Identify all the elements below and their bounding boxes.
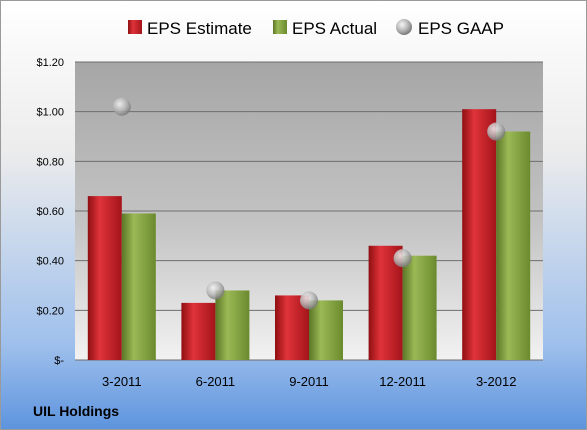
actual-bar <box>402 255 437 360</box>
y-tick-label: $0.40 <box>36 256 64 268</box>
gaap-marker <box>393 249 412 268</box>
legend-gaap-swatch <box>396 19 412 35</box>
actual-bar <box>496 131 531 360</box>
legend: EPS Estimate EPS Actual EPS GAAP <box>128 19 504 38</box>
y-axis-ticks: $- $0.20 $0.40 $0.60 $0.80 $1.00 $1.20 <box>36 57 64 367</box>
legend-actual-swatch <box>273 20 287 34</box>
x-axis-labels: 3-2011 6-2011 9-2011 12-2011 3-2012 <box>102 374 516 389</box>
company-name: UIL Holdings <box>33 403 119 419</box>
estimate-bar <box>462 109 497 360</box>
y-tick-label: $0.20 <box>36 305 64 317</box>
x-category-label: 6-2011 <box>196 374 236 389</box>
y-tick-label: $- <box>54 355 64 367</box>
actual-bar <box>215 290 250 360</box>
legend-estimate-swatch <box>128 20 142 34</box>
gaap-markers <box>112 97 506 310</box>
actual-bar <box>309 300 343 360</box>
legend-gaap-label: EPS GAAP <box>418 19 504 38</box>
x-category-label: 3-2011 <box>102 374 142 389</box>
y-tick-label: $0.60 <box>36 206 64 218</box>
y-tick-label: $1.20 <box>36 57 64 69</box>
gaap-marker <box>206 281 225 300</box>
estimate-bar <box>87 196 122 360</box>
estimate-bar <box>181 302 216 360</box>
gaap-marker <box>112 97 131 116</box>
y-tick-label: $0.80 <box>36 156 64 168</box>
x-category-label: 9-2011 <box>289 374 329 389</box>
legend-actual-label: EPS Actual <box>292 19 377 38</box>
legend-estimate-label: EPS Estimate <box>147 19 252 38</box>
x-category-label: 12-2011 <box>379 374 426 389</box>
gaap-marker <box>300 291 318 310</box>
y-tick-label: $1.00 <box>36 107 64 119</box>
x-category-label: 3-2012 <box>476 374 516 389</box>
actual-bar <box>121 213 156 360</box>
gaap-marker <box>487 122 506 141</box>
